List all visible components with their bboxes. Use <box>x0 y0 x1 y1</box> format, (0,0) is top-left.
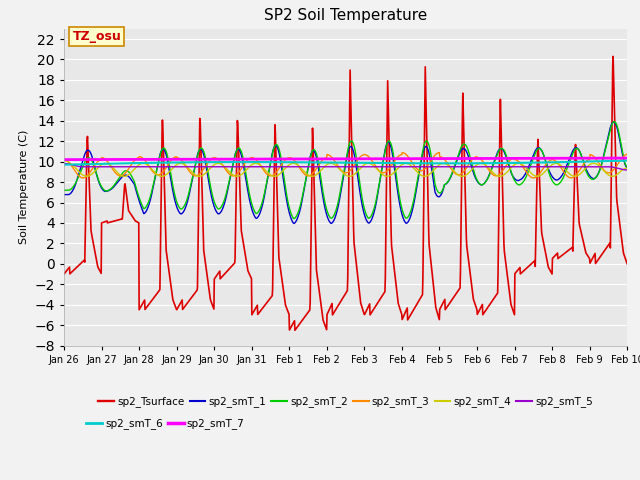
sp2_smT_1 <box>610 119 618 125</box>
sp2_smT_5 <box>60 161 68 167</box>
sp2_smT_2 <box>611 119 618 125</box>
sp2_smT_7 <box>433 156 441 161</box>
sp2_smT_4 <box>120 173 128 179</box>
Legend: sp2_smT_6, sp2_smT_7: sp2_smT_6, sp2_smT_7 <box>82 414 249 433</box>
Title: SP2 Soil Temperature: SP2 Soil Temperature <box>264 9 428 24</box>
sp2_Tsurface <box>433 310 441 316</box>
sp2_smT_2 <box>291 216 298 222</box>
sp2_smT_3 <box>623 151 631 157</box>
sp2_smT_7 <box>623 155 631 161</box>
sp2_smT_5 <box>248 164 256 169</box>
sp2_smT_1 <box>172 200 179 206</box>
sp2_Tsurface <box>623 261 631 267</box>
sp2_smT_2 <box>186 189 193 194</box>
sp2_smT_1 <box>623 165 631 171</box>
sp2_smT_3 <box>507 156 515 162</box>
sp2_smT_7 <box>248 156 256 162</box>
sp2_smT_6 <box>248 159 256 165</box>
Y-axis label: Soil Temperature (C): Soil Temperature (C) <box>19 130 29 244</box>
Line: sp2_Tsurface: sp2_Tsurface <box>64 56 627 330</box>
sp2_smT_4 <box>172 162 180 168</box>
sp2_smT_1 <box>60 192 68 197</box>
sp2_smT_1 <box>186 192 193 197</box>
sp2_smT_1 <box>291 221 298 227</box>
sp2_smT_7 <box>186 156 193 162</box>
sp2_smT_3 <box>433 150 441 156</box>
sp2_smT_6 <box>60 162 68 168</box>
sp2_smT_1 <box>557 174 564 180</box>
sp2_smT_5 <box>623 167 631 173</box>
sp2_smT_2 <box>60 187 68 193</box>
sp2_smT_3 <box>557 165 565 171</box>
sp2_smT_6 <box>172 159 179 165</box>
sp2_Tsurface <box>186 298 193 303</box>
sp2_smT_2 <box>507 169 515 175</box>
sp2_smT_4 <box>186 167 193 172</box>
sp2_smT_6 <box>507 160 515 166</box>
sp2_smT_1 <box>507 169 515 175</box>
sp2_smT_1 <box>248 208 256 214</box>
sp2_smT_4 <box>60 158 68 164</box>
sp2_smT_5 <box>556 164 564 169</box>
Text: TZ_osu: TZ_osu <box>72 30 121 43</box>
sp2_smT_4 <box>557 162 564 168</box>
sp2_smT_6 <box>623 158 631 164</box>
sp2_smT_3 <box>248 155 256 160</box>
sp2_Tsurface <box>291 327 299 333</box>
sp2_smT_6 <box>556 159 564 165</box>
sp2_smT_2 <box>248 203 256 208</box>
sp2_smT_7 <box>507 156 515 161</box>
Line: sp2_smT_7: sp2_smT_7 <box>64 158 627 160</box>
sp2_smT_7 <box>556 156 564 161</box>
Line: sp2_smT_2: sp2_smT_2 <box>64 122 627 219</box>
sp2_smT_2 <box>433 188 441 193</box>
sp2_smT_3 <box>186 168 193 174</box>
sp2_smT_5 <box>507 164 515 169</box>
sp2_Tsurface <box>507 301 515 307</box>
sp2_smT_5 <box>433 164 441 169</box>
sp2_Tsurface <box>172 304 179 310</box>
sp2_smT_5 <box>186 164 193 169</box>
Line: sp2_smT_4: sp2_smT_4 <box>64 161 627 176</box>
sp2_smT_1 <box>433 193 441 199</box>
sp2_smT_7 <box>60 157 68 163</box>
sp2_smT_6 <box>433 160 441 166</box>
sp2_smT_5 <box>172 164 179 169</box>
sp2_smT_4 <box>433 164 441 169</box>
sp2_smT_3 <box>172 154 179 160</box>
sp2_smT_2 <box>623 164 631 170</box>
Line: sp2_smT_1: sp2_smT_1 <box>64 122 627 224</box>
sp2_smT_3 <box>530 175 538 181</box>
sp2_Tsurface <box>248 311 256 317</box>
sp2_smT_3 <box>398 150 406 156</box>
sp2_smT_2 <box>557 179 564 185</box>
sp2_smT_2 <box>172 195 179 201</box>
sp2_smT_4 <box>249 161 257 167</box>
sp2_Tsurface <box>60 271 68 277</box>
sp2_smT_6 <box>186 159 193 165</box>
sp2_Tsurface <box>609 53 617 59</box>
Line: sp2_smT_6: sp2_smT_6 <box>64 161 627 165</box>
sp2_smT_7 <box>172 156 179 162</box>
sp2_smT_4 <box>507 165 515 171</box>
Line: sp2_smT_5: sp2_smT_5 <box>64 164 627 170</box>
sp2_smT_4 <box>623 165 631 171</box>
sp2_Tsurface <box>557 253 564 259</box>
Line: sp2_smT_3: sp2_smT_3 <box>64 153 627 178</box>
sp2_smT_3 <box>60 156 68 162</box>
